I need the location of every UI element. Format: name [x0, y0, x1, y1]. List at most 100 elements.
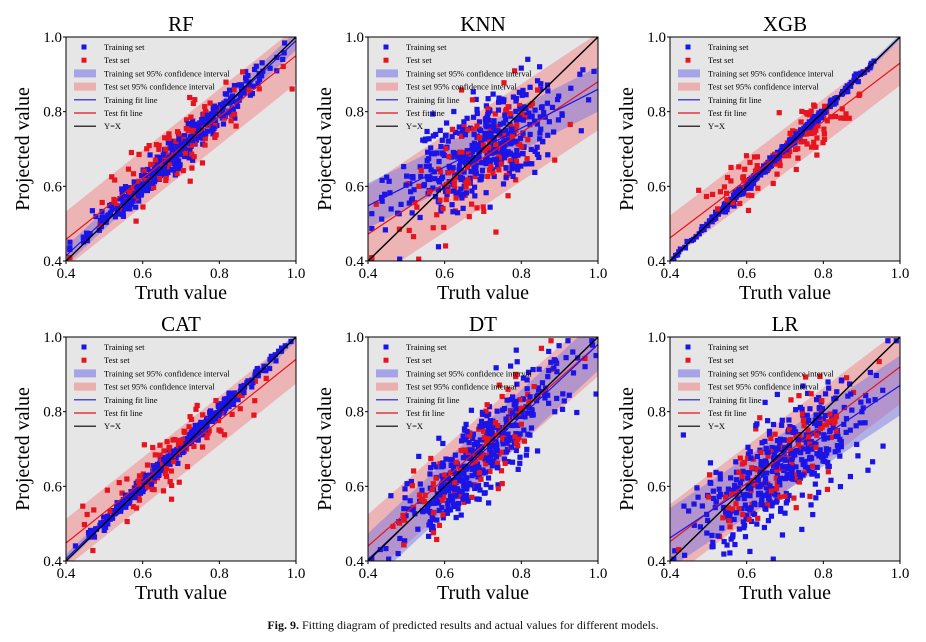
training-point [140, 187, 146, 194]
training-point [477, 487, 483, 493]
test-point [437, 197, 443, 203]
test-point [458, 87, 465, 93]
test-point [163, 146, 169, 152]
training-point [199, 430, 205, 436]
training-point [491, 458, 497, 465]
training-point [435, 244, 442, 250]
training-point [758, 459, 764, 465]
training-point [211, 125, 217, 132]
training-point [770, 455, 777, 461]
training-point [819, 454, 825, 460]
training-point [510, 394, 516, 400]
training-point [470, 449, 477, 455]
training-point [500, 139, 507, 145]
test-point [749, 465, 755, 471]
training-point [754, 521, 760, 527]
test-point [825, 469, 831, 475]
training-point [478, 418, 485, 424]
test-point [754, 163, 760, 169]
training-point [518, 410, 525, 417]
training-point [157, 467, 164, 474]
training-point [238, 383, 244, 389]
training-point [593, 391, 598, 397]
legend-label: Training set 95% confidence interval [708, 68, 834, 78]
training-point [401, 506, 407, 512]
training-point [496, 95, 502, 101]
training-fit-line [670, 385, 900, 539]
training-point [121, 203, 127, 209]
training-point [560, 391, 566, 397]
training-point [424, 508, 430, 514]
training-point [713, 469, 719, 476]
training-point [220, 121, 227, 127]
test-point [728, 164, 734, 171]
training-point [821, 436, 827, 442]
training-point [409, 210, 415, 216]
test-point [485, 106, 491, 112]
training-point [778, 508, 784, 514]
training-point [788, 471, 795, 477]
training-point [418, 173, 424, 179]
training-point [790, 429, 796, 436]
training-point [91, 534, 98, 540]
training-point [515, 466, 521, 472]
training-point [517, 460, 523, 466]
y-equals-x-line [368, 37, 598, 261]
test-point [730, 200, 736, 206]
training-point [180, 141, 186, 147]
training-point [461, 169, 467, 175]
training-point [259, 73, 265, 79]
legend-marker-training [81, 44, 87, 50]
legend-label: Training set [708, 42, 749, 52]
training-point [694, 485, 700, 491]
x-tick-label: 0.4 [661, 266, 680, 282]
test-point [755, 515, 761, 521]
legend-label: Test set [104, 355, 130, 365]
training-point [471, 140, 477, 146]
test-point [80, 503, 86, 509]
training-point [478, 173, 484, 180]
training-point [200, 130, 207, 136]
training-point [417, 214, 423, 221]
training-point [280, 56, 286, 62]
legend-label: Test fit line [406, 408, 445, 418]
test-point [804, 129, 811, 136]
training-point [742, 534, 749, 540]
training-point [151, 475, 158, 481]
training-point [523, 106, 529, 112]
training-point [256, 76, 263, 83]
test-point [221, 115, 227, 121]
training-point [107, 202, 113, 209]
test-point [526, 399, 532, 405]
training-point [545, 392, 551, 398]
test-point [453, 195, 459, 201]
training-point [203, 427, 209, 433]
training-point [479, 167, 486, 173]
training-point [124, 206, 130, 212]
test-point [798, 119, 804, 125]
training-point [475, 474, 481, 480]
training-point-group [403, 78, 584, 250]
training-point [806, 455, 813, 461]
test-point [461, 124, 467, 130]
training-point [451, 493, 457, 499]
training-point [406, 200, 412, 206]
training-point [449, 202, 455, 208]
test-point [213, 397, 219, 404]
training-point [192, 131, 198, 137]
training-point [787, 142, 793, 148]
training-point [523, 92, 529, 98]
test-point [482, 148, 488, 154]
training-point [511, 152, 517, 158]
test-point [440, 494, 447, 500]
training-point [165, 169, 171, 176]
test-point [696, 187, 702, 193]
training-point [538, 105, 545, 111]
test-point [239, 392, 245, 399]
training-point [386, 556, 392, 561]
training-point [795, 437, 801, 443]
test-point [449, 126, 456, 132]
test-point [469, 494, 475, 500]
test-point [167, 479, 173, 485]
training-point [526, 404, 532, 410]
